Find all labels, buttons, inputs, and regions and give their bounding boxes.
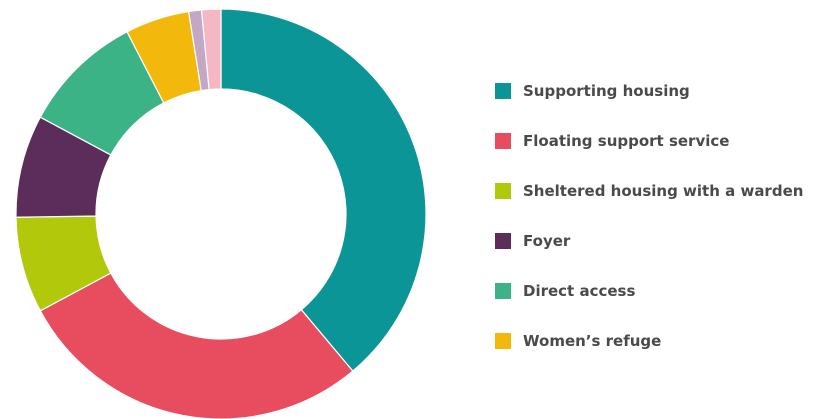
legend-item-direct-access: Direct access	[495, 266, 803, 316]
legend-swatch	[495, 283, 511, 299]
donut-chart	[15, 8, 427, 419]
donut-slice-floating-support-service	[39, 272, 354, 419]
legend-item-floating-support: Floating support service	[495, 116, 803, 166]
legend-label: Supporting housing	[523, 82, 690, 100]
legend-swatch	[495, 233, 511, 249]
legend-swatch	[495, 83, 511, 99]
legend-swatch	[495, 133, 511, 149]
donut-slice-other	[200, 8, 222, 91]
legend-label: Direct access	[523, 282, 636, 300]
chart-legend: Supporting housing Floating support serv…	[495, 66, 803, 366]
legend-item-womens-refuge: Women’s refuge	[495, 316, 803, 366]
legend-label: Foyer	[523, 232, 571, 250]
legend-swatch	[495, 333, 511, 349]
legend-label: Sheltered housing with a warden	[523, 182, 804, 200]
legend-swatch	[495, 183, 511, 199]
donut-slice-supporting-housing	[220, 8, 427, 372]
legend-label: Women’s refuge	[523, 332, 662, 350]
legend-item-sheltered-housing: Sheltered housing with a warden	[495, 166, 803, 216]
legend-label: Floating support service	[523, 132, 730, 150]
legend-item-supporting-housing: Supporting housing	[495, 66, 803, 116]
legend-item-foyer: Foyer	[495, 216, 803, 266]
